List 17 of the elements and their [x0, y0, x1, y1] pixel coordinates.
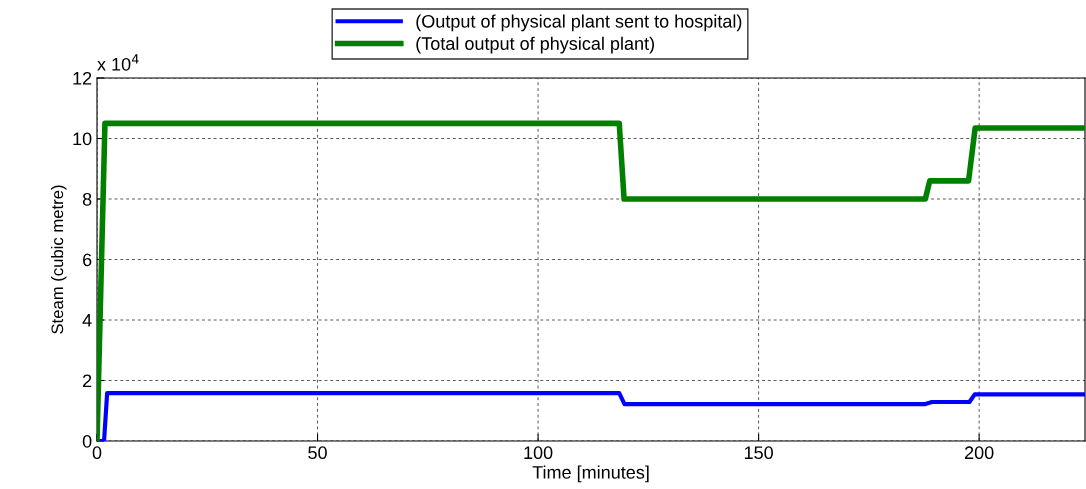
y-tick-label: 10: [73, 132, 92, 146]
y-tick-label: 12: [73, 71, 92, 85]
y-axis-title: Steam (cubic metre): [50, 185, 67, 334]
x-tick-label: 100: [524, 446, 553, 460]
y-tick-label: 6: [83, 253, 92, 267]
x-tick-label: 0: [92, 446, 102, 460]
y-tick-label: 4: [82, 314, 92, 327]
y-tick-label: 2: [83, 374, 92, 388]
x-tick-label: 200: [964, 446, 994, 460]
text: x 10$^{4}$: [97, 54, 139, 71]
y-tick-label: 0: [82, 434, 92, 448]
x-tick-label: 150: [744, 446, 773, 460]
y-tick-label: 8: [82, 192, 92, 206]
x-tick-label: 50: [308, 446, 327, 460]
legend-label: (Total output of physical plant): [416, 36, 654, 54]
legend-label: (Output of physical plant sent to hospital): [416, 14, 742, 32]
x-axis-title: Time [minutes]: [532, 465, 649, 483]
